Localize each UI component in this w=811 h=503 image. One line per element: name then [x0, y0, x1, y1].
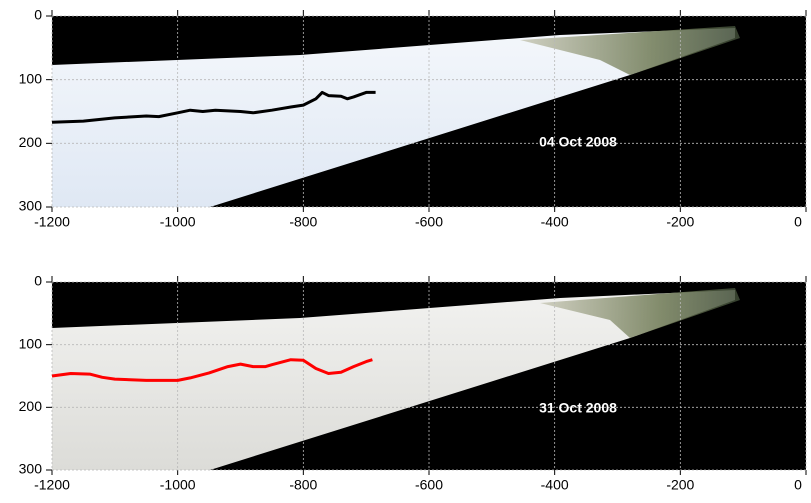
x-tick-label: -400	[541, 477, 569, 493]
x-tick-label: -1200	[34, 214, 70, 230]
y-tick-label: 300	[19, 461, 43, 477]
x-tick-label: -200	[666, 477, 694, 493]
x-tick-label: -200	[666, 214, 694, 230]
figure: -1200 -1000 -800 -600 -400 -200 0 0 100 200 300 04 …	[0, 0, 811, 503]
y-tick-label: 0	[34, 273, 42, 289]
x-tick-label: -1000	[160, 214, 196, 230]
y-tick-label: 100	[19, 335, 43, 351]
y-tick-label: 0	[34, 7, 42, 23]
x-tick-label: -600	[415, 477, 443, 493]
y-tick-label: 100	[19, 70, 43, 86]
annotation: 31 Oct 2008	[539, 400, 617, 416]
x-tick-label: -1000	[160, 477, 196, 493]
x-tick-label: 0	[794, 214, 802, 230]
annotation: 04 Oct 2008	[539, 134, 617, 150]
x-tick-label: -800	[289, 477, 317, 493]
x-tick-label: -1200	[34, 477, 70, 493]
y-tick-label: 200	[19, 398, 43, 414]
x-tick-label: 0	[794, 477, 802, 493]
x-tick-label: -600	[415, 214, 443, 230]
x-tick-label: -800	[289, 214, 317, 230]
y-tick-label: 200	[19, 134, 43, 150]
x-tick-label: -400	[541, 214, 569, 230]
y-tick-label: 300	[19, 198, 43, 214]
